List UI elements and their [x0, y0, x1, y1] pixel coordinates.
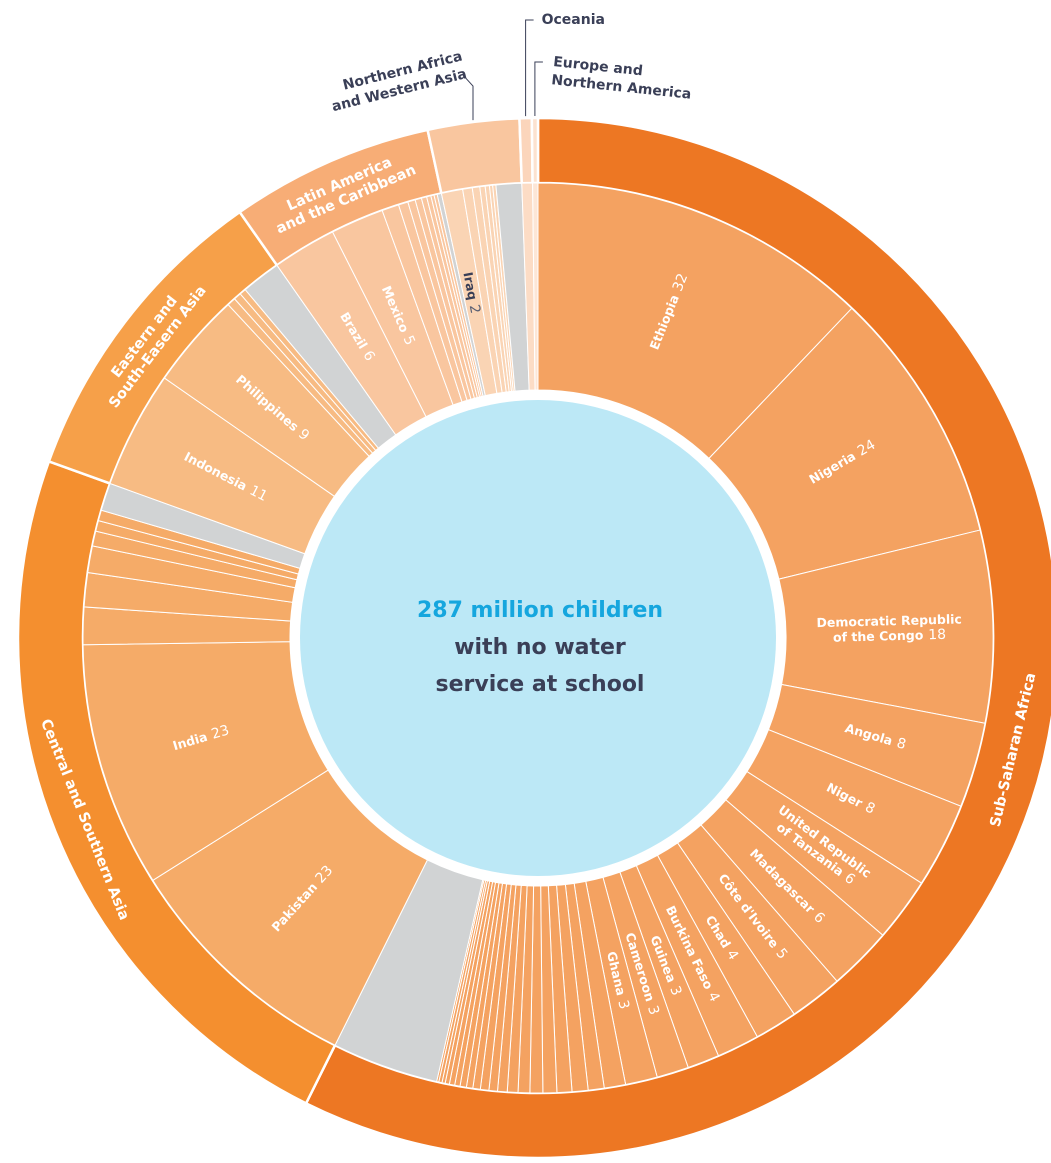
- country-label-iraq: Iraq2: [459, 271, 483, 315]
- center-title: 287 million children: [417, 598, 663, 623]
- region-label-oceania: Oceania: [542, 12, 605, 28]
- country-segment-layer: [82, 182, 994, 1094]
- callout-line: [525, 19, 534, 117]
- region-label-northern-africa-and-western-asia: Northern Africaand Western Asia: [326, 48, 469, 115]
- region-ring-oceania[interactable]: [518, 116, 534, 185]
- center-subtitle-line-1: with no water: [454, 635, 626, 660]
- center-subtitle-line-2: service at school: [436, 672, 645, 697]
- region-ring-europe-and-northern-america[interactable]: [530, 116, 540, 185]
- country-label-democratic-republic-of-the-congo: Democratic Republicof the Congo 18: [816, 611, 962, 646]
- region-label-europe-and-northern-america: Europe andNorthern America: [551, 54, 694, 103]
- callout-line: [462, 74, 474, 121]
- center-circle: [300, 400, 776, 876]
- callout-line: [534, 61, 543, 116]
- region-ring-northern-africa-and-western-asia[interactable]: [426, 117, 524, 195]
- center-summary: 287 million children with no water servi…: [290, 390, 786, 886]
